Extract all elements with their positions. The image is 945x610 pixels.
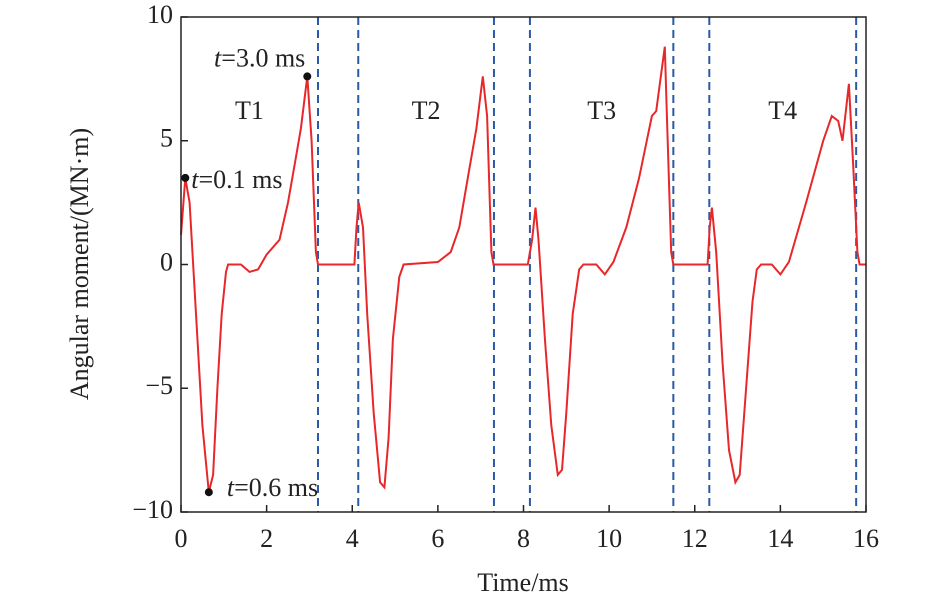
x-tick-label: 0 [175, 524, 188, 553]
annotation-point [204, 488, 213, 497]
data-line [180, 46, 866, 493]
annotation-label: t=3.0 ms [214, 43, 305, 72]
segment-label: T4 [768, 96, 797, 125]
segment-label: T3 [587, 96, 616, 125]
x-tick-label: 6 [431, 524, 444, 553]
segment-label: T1 [235, 96, 264, 125]
x-tick-label: 10 [596, 524, 622, 553]
segment-label: T2 [412, 96, 441, 125]
y-tick-label: −5 [145, 371, 173, 400]
x-tick-label: 12 [682, 524, 708, 553]
y-tick-label: −10 [132, 495, 173, 524]
y-axis-label: Angular moment/(MN·m) [65, 128, 94, 400]
y-tick-label: 0 [160, 247, 173, 276]
annotation-point [303, 72, 312, 81]
annotation-label: t=0.1 ms [191, 165, 282, 194]
x-tick-label: 14 [767, 524, 793, 553]
y-tick-label: 5 [160, 124, 173, 153]
annotation-point [181, 173, 190, 182]
x-tick-label: 8 [517, 524, 530, 553]
y-tick-label: 10 [147, 0, 173, 29]
plot-frame [180, 16, 867, 513]
annotation-label: t=0.6 ms [227, 473, 318, 502]
x-tick-label: 16 [853, 524, 879, 553]
x-tick-label: 2 [260, 524, 273, 553]
x-axis-label: Time/ms [477, 568, 569, 597]
x-tick-label: 4 [346, 524, 359, 553]
